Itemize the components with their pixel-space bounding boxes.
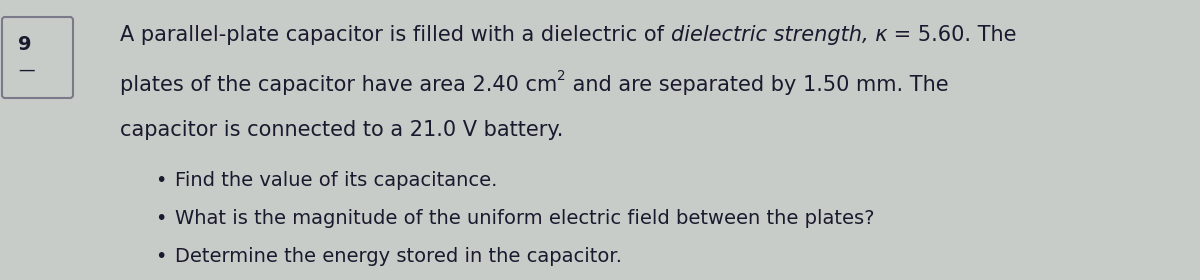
- Text: What is the magnitude of the uniform electric field between the plates?: What is the magnitude of the uniform ele…: [175, 209, 875, 227]
- Text: •: •: [155, 246, 167, 265]
- FancyBboxPatch shape: [2, 17, 73, 98]
- Text: plates of the capacitor have area 2.40 cm: plates of the capacitor have area 2.40 c…: [120, 75, 557, 95]
- Text: 9: 9: [18, 36, 31, 55]
- Text: —: —: [18, 61, 35, 79]
- Text: Find the value of its capacitance.: Find the value of its capacitance.: [175, 171, 497, 190]
- Text: •: •: [155, 171, 167, 190]
- Text: •: •: [155, 209, 167, 227]
- Text: Determine the energy stored in the capacitor.: Determine the energy stored in the capac…: [175, 246, 622, 265]
- Text: = 5.60. The: = 5.60. The: [887, 25, 1016, 45]
- Text: and are separated by 1.50 mm. The: and are separated by 1.50 mm. The: [566, 75, 948, 95]
- Text: A parallel-plate capacitor is filled with a dielectric of: A parallel-plate capacitor is filled wit…: [120, 25, 671, 45]
- Text: 2: 2: [557, 69, 566, 83]
- Text: capacitor is connected to a 21.0 V battery.: capacitor is connected to a 21.0 V batte…: [120, 120, 563, 140]
- Text: dielectric strength, κ: dielectric strength, κ: [671, 25, 887, 45]
